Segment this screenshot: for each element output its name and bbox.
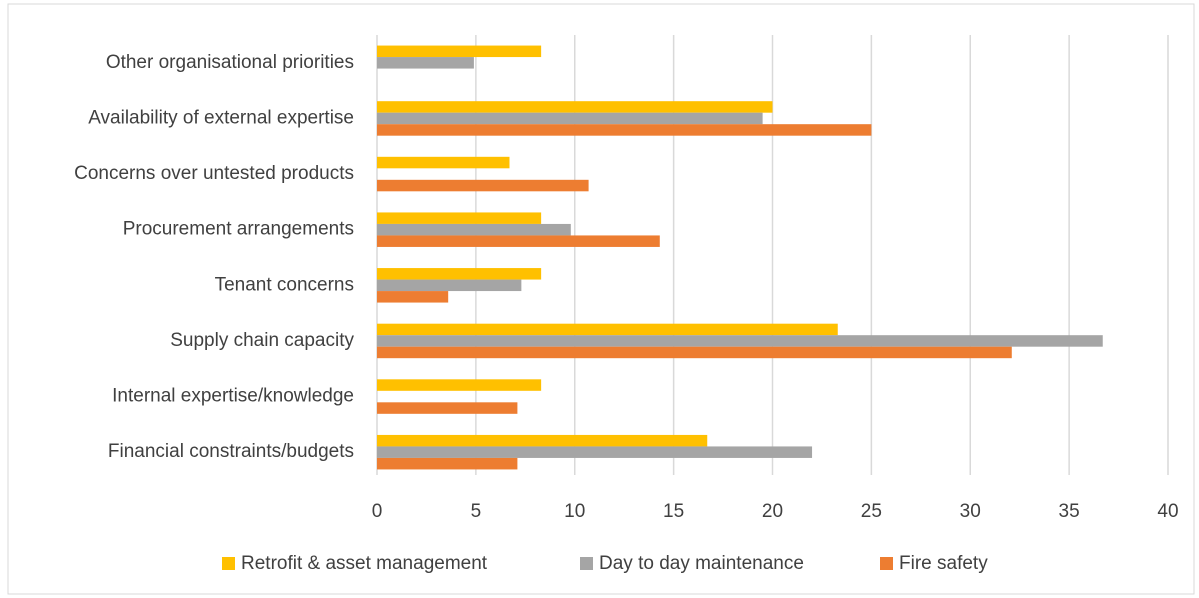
y-tick-label: Other organisational priorities <box>106 52 354 73</box>
legend-label: Day to day maintenance <box>599 553 804 574</box>
x-tick-label: 25 <box>861 501 882 522</box>
y-tick-label: Tenant concerns <box>215 274 354 295</box>
bar <box>377 335 1103 347</box>
legend-swatch <box>880 557 893 570</box>
x-tick-label: 0 <box>372 501 383 522</box>
bar <box>377 446 813 458</box>
chart-border <box>7 3 1195 595</box>
bar <box>377 346 1012 359</box>
legend-label: Retrofit & asset management <box>241 553 488 574</box>
bar <box>377 434 708 447</box>
x-tick-label: 35 <box>1059 501 1080 522</box>
bar <box>377 156 510 169</box>
bar <box>377 212 542 224</box>
legend-swatch <box>580 557 593 570</box>
bar <box>377 291 449 303</box>
y-tick-label: Financial constraints/budgets <box>108 441 354 462</box>
y-tick-label: Supply chain capacity <box>170 330 354 351</box>
x-tick-label: 30 <box>960 501 981 522</box>
bar <box>377 323 838 336</box>
bar <box>377 279 522 292</box>
bar <box>377 379 542 391</box>
x-tick-label: 5 <box>471 501 482 522</box>
legend-swatch <box>222 557 235 570</box>
bar <box>377 57 474 69</box>
y-tick-label: Procurement arrangements <box>123 219 354 240</box>
bar <box>377 179 589 192</box>
bar <box>377 457 518 470</box>
x-tick-label: 20 <box>762 501 783 522</box>
bar <box>377 223 571 236</box>
x-tick-label: 10 <box>564 501 585 522</box>
y-tick-label: Internal expertise/knowledge <box>112 386 354 407</box>
y-tick-label: Availability of external expertise <box>88 107 354 128</box>
bar <box>377 124 872 136</box>
bar <box>377 112 763 125</box>
bar <box>377 235 660 247</box>
bar <box>377 268 542 280</box>
bar <box>377 101 773 113</box>
bar <box>377 45 542 58</box>
bar <box>377 402 518 414</box>
y-tick-label: Concerns over untested products <box>74 163 354 184</box>
x-tick-label: 15 <box>663 501 684 522</box>
x-tick-label: 40 <box>1157 501 1178 522</box>
legend-label: Fire safety <box>899 553 988 574</box>
